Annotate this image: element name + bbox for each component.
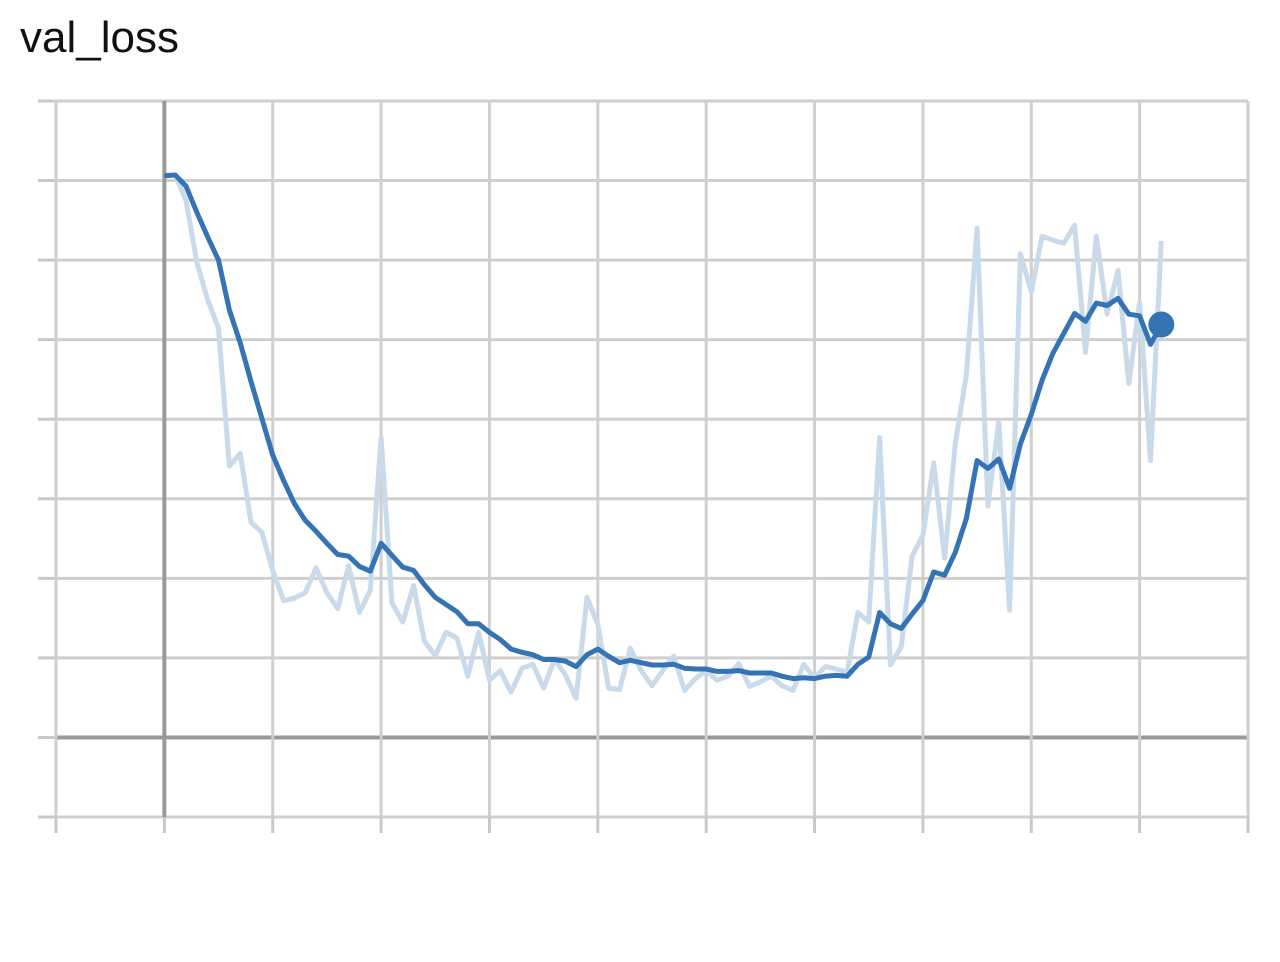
series-line (164, 172, 1164, 701)
chart-title: val_loss (20, 13, 179, 62)
series-line (164, 172, 1164, 682)
end-marker (1148, 311, 1175, 338)
